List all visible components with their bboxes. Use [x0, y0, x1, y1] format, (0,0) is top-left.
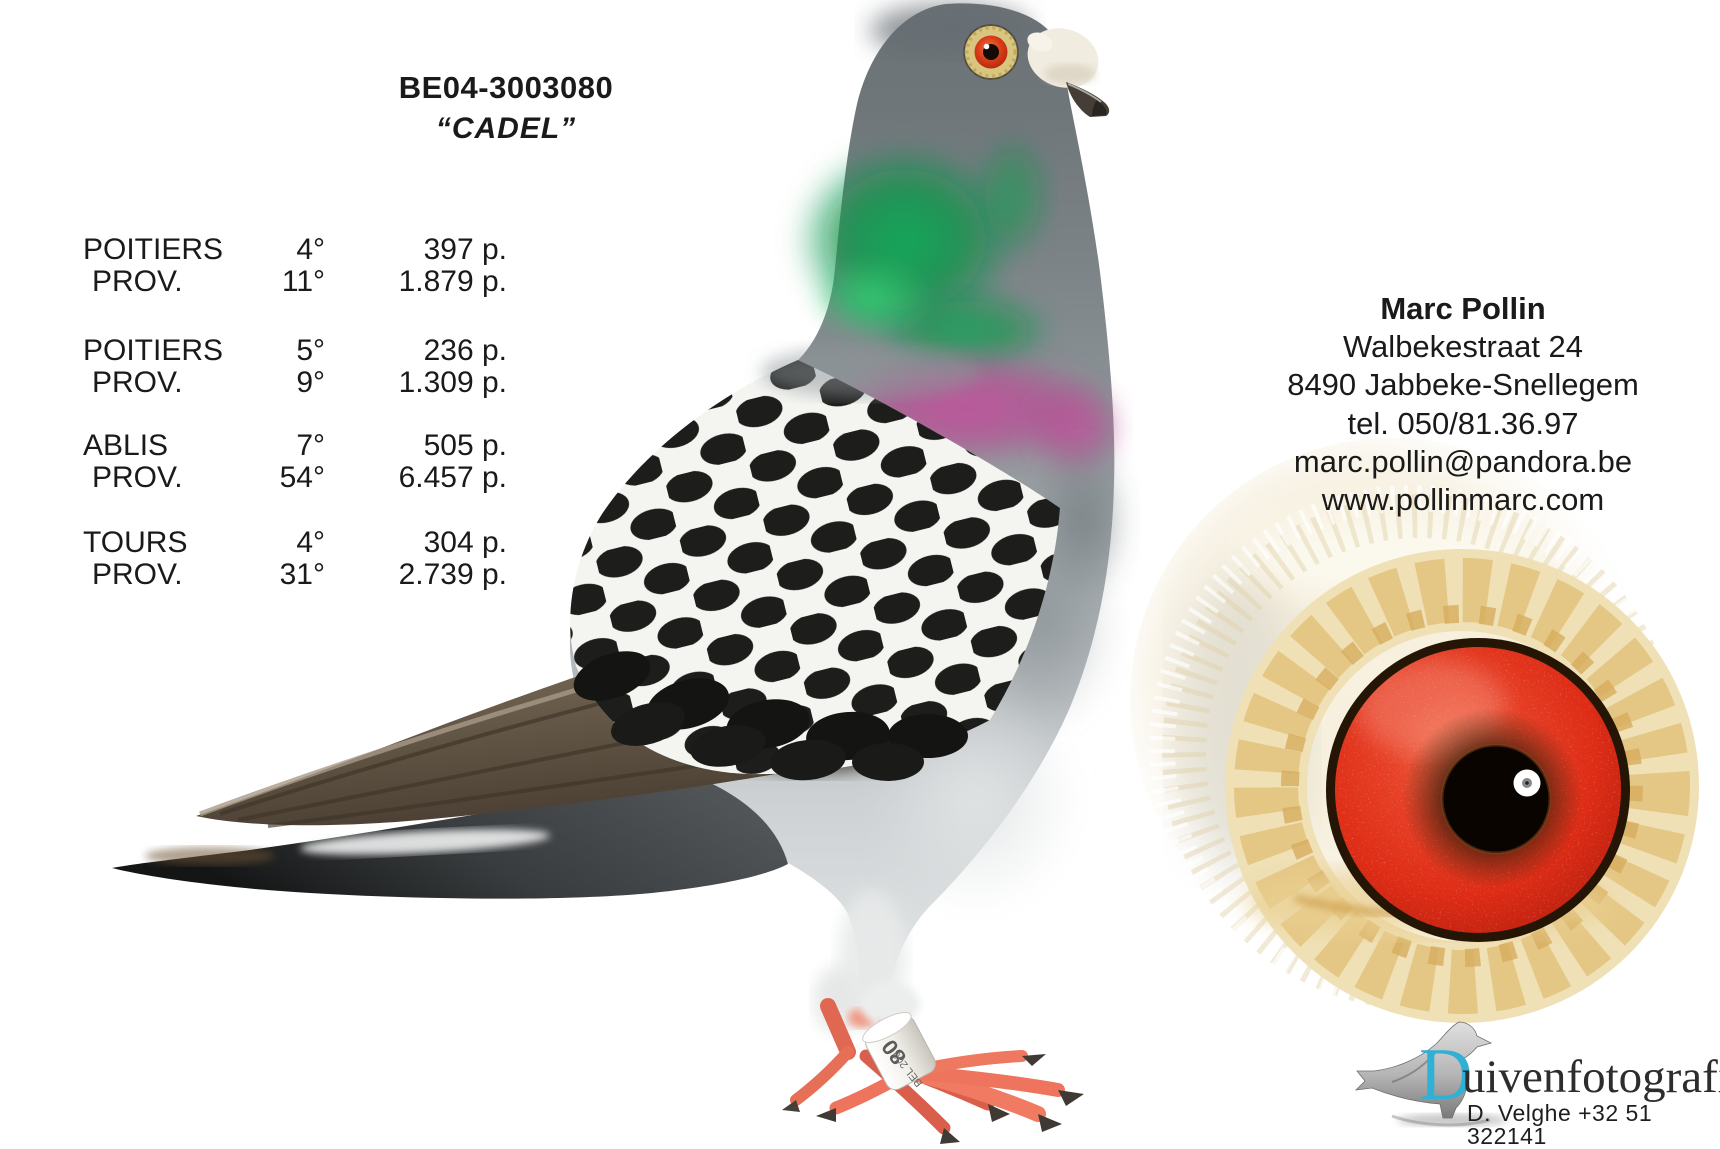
pigeon-tail: [112, 776, 788, 899]
ring-number: BE04-3003080: [398, 70, 614, 105]
race-name: PROV.: [92, 558, 183, 591]
logo-initial: D: [1419, 1034, 1473, 1116]
race-name: TOURS: [83, 526, 188, 559]
logo-brand-text: uivenfotografie: [1462, 1051, 1720, 1103]
race-place: 31°: [279, 558, 325, 591]
race-points: 1.879 p.: [398, 265, 507, 298]
title-block: BE04-3003080 “CADEL”: [306, 70, 706, 146]
race-place: 4°: [296, 526, 325, 559]
race-place: 7°: [296, 429, 325, 462]
race-name: PROV.: [92, 366, 183, 399]
pigeon-wing-shield: [570, 346, 1060, 781]
pigeon: 80 BEL 200: [112, 3, 1130, 1144]
pigeon-eye: [963, 24, 1019, 80]
owner-email: marc.pollin@pandora.be: [1293, 443, 1633, 479]
owner-phone: tel. 050/81.36.97: [1347, 405, 1579, 441]
race-place: 4°: [296, 233, 325, 266]
result-row: POITIERS 5° 236 p.: [83, 335, 507, 367]
race-points: 236 p.: [423, 334, 507, 367]
race-name: POITIERS: [83, 233, 224, 266]
logo-credit: D. Velghe +32 51 322141: [1467, 1100, 1653, 1149]
race-name: POITIERS: [83, 334, 224, 367]
pigeon-name: “CADEL”: [435, 112, 577, 145]
pigeon-legs-feet: 80 BEL 200: [782, 982, 1084, 1144]
race-points: 6.457 p.: [398, 461, 507, 494]
race-points: 2.739 p.: [398, 558, 507, 591]
race-points: 1.309 p.: [398, 366, 507, 399]
pigeon-cere: [1027, 28, 1099, 88]
owner-address1: Walbekestraat 24: [1342, 329, 1584, 365]
result-row: PROV. 31° 2.739 p.: [83, 559, 507, 591]
owner-block: Marc Pollin Walbekestraat 24 8490 Jabbek…: [1243, 290, 1683, 519]
race-name: ABLIS: [83, 429, 169, 462]
leg-band: 80 BEL 200: [862, 1012, 936, 1091]
race-place: 54°: [279, 461, 325, 494]
result-row: TOURS 4° 304 p.: [83, 527, 507, 559]
race-name: PROV.: [92, 461, 183, 494]
owner-name: Marc Pollin: [1380, 291, 1546, 326]
result-row: PROV. 9° 1.309 p.: [83, 367, 507, 399]
race-place: 5°: [296, 334, 325, 367]
result-row: PROV. 11° 1.879 p.: [83, 266, 507, 298]
eye-closeup-photo: [1130, 438, 1699, 1023]
result-row: ABLIS 7° 505 p.: [83, 430, 507, 462]
pigeon-head: [963, 24, 1110, 117]
race-points: 397 p.: [423, 233, 507, 266]
race-points: 505 p.: [423, 429, 507, 462]
race-name: PROV.: [92, 265, 183, 298]
race-points: 304 p.: [423, 526, 507, 559]
logo-pigeon-silhouette: [1354, 1021, 1507, 1127]
pigeon-beak: [1066, 82, 1110, 117]
result-row: POITIERS 4° 397 p.: [83, 234, 507, 266]
owner-website: www.pollinmarc.com: [1321, 482, 1605, 518]
race-place: 9°: [296, 366, 325, 399]
race-place: 11°: [281, 265, 325, 298]
owner-address2: 8490 Jabbeke-Snellegem: [1287, 367, 1639, 403]
result-row: PROV. 54° 6.457 p.: [83, 462, 507, 494]
